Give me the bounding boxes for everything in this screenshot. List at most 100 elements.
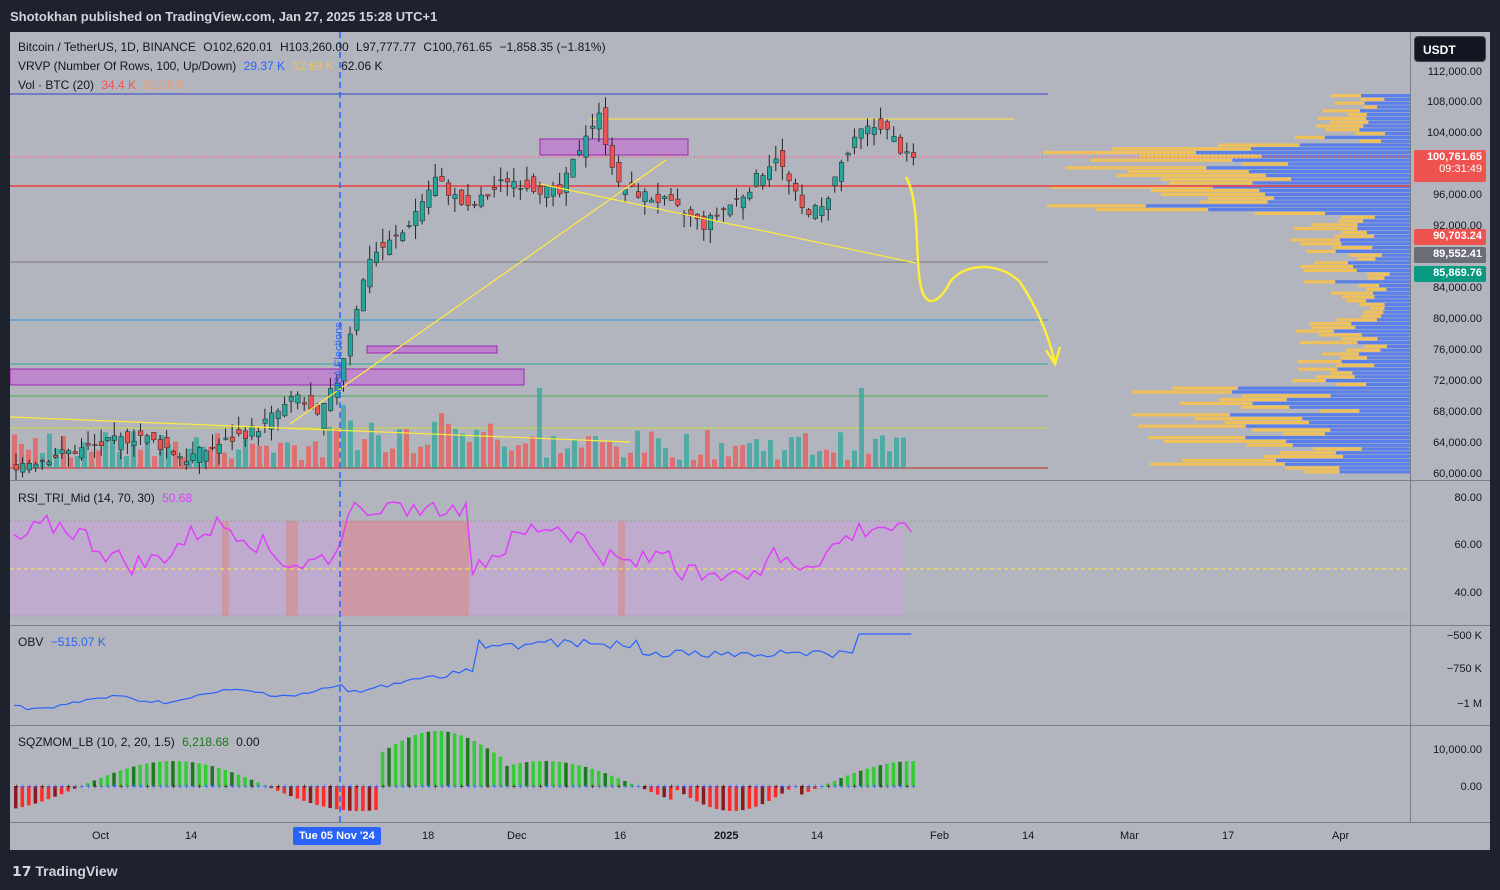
sqzmom-canvas[interactable]: + + + + + + + + + + + + + + + + + + + + + + + + + + + + + + + + + + + + + + + +…	[10, 726, 1410, 822]
currency-button[interactable]: USDT	[1414, 36, 1486, 62]
price-tick: 108,000.00	[1426, 96, 1482, 108]
sqz-bar	[20, 786, 25, 808]
candle-body	[727, 204, 733, 216]
vrvp-down-bar	[1138, 424, 1246, 428]
vrvp-up-bar	[1195, 151, 1410, 155]
vrvp-down-bar	[1341, 337, 1378, 341]
chart-area[interactable]: Bitcoin / TetherUS, 1D, BINANCE O102,620…	[10, 32, 1490, 850]
volume-bar	[880, 435, 885, 468]
sqz-dot: +	[381, 782, 386, 791]
vrvp-legend[interactable]: VRVP (Number Of Rows, 100, Up/Down) 29.3…	[18, 59, 386, 73]
vrvp-up-bar	[1364, 101, 1410, 105]
vrvp-down-bar	[1303, 268, 1357, 272]
sqz-dot: +	[86, 782, 91, 791]
vrvp-up-bar	[1361, 94, 1410, 98]
candle-body	[642, 191, 648, 202]
sqz-dot: +	[361, 782, 366, 791]
sqz-dot: +	[708, 782, 713, 791]
vrvp-down-bar	[1330, 120, 1369, 124]
rsi-legend[interactable]: RSI_TRI_Mid (14, 70, 30) 50.68	[18, 491, 196, 505]
time-label: 16	[614, 830, 627, 842]
sqz-dot: +	[289, 782, 294, 791]
vrvp-down-bar	[1218, 143, 1300, 147]
price-axis[interactable]: 112,000.00 108,000.00 104,000.00 96,000.…	[1410, 32, 1490, 822]
obv-pane[interactable]: OBV −515.07 K	[10, 626, 1410, 725]
pane-divider[interactable]	[10, 480, 1490, 481]
sqz-dot: +	[93, 782, 98, 791]
sqz-dot: +	[682, 782, 687, 791]
vrvp-down-bar	[1338, 219, 1364, 223]
sqz-dot: +	[545, 782, 550, 791]
sqz-bar	[904, 761, 909, 786]
volume-bar	[306, 446, 311, 468]
vrvp-down-bar	[1367, 272, 1390, 276]
pane-divider[interactable]	[10, 725, 1490, 726]
vrvp-up-bar	[1212, 185, 1410, 189]
sqz-bar	[328, 786, 332, 809]
obv-canvas[interactable]	[10, 626, 1410, 725]
vrvp-up-bar	[1267, 200, 1410, 204]
vrvp-down-bar	[1360, 97, 1385, 101]
rsi-pane[interactable]: RSI_TRI_Mid (14, 70, 30) 50.68	[10, 481, 1410, 625]
last-price-tag: 100,761.65 09:31:49	[1414, 150, 1486, 182]
vrvp-up-bar	[1324, 135, 1410, 139]
sqz-bar	[845, 775, 850, 786]
sqz-dot: +	[577, 782, 582, 791]
volume-bar	[635, 430, 640, 468]
candle-body	[780, 150, 786, 167]
sqz-bar	[472, 741, 476, 786]
sqz-dot: +	[145, 782, 150, 791]
candle-body	[524, 179, 530, 189]
vrvp-up-bar	[1245, 424, 1410, 428]
candle-body	[806, 209, 812, 216]
price-chart-canvas[interactable]	[10, 32, 1410, 480]
volume-bar	[628, 452, 633, 468]
volume-bar	[33, 438, 38, 468]
volume-bar	[103, 432, 108, 468]
tradingview-logo[interactable]: 𝟭𝟳 TradingView	[12, 863, 118, 880]
sqz-bar	[14, 786, 18, 809]
candle-body	[721, 208, 727, 211]
sqz-dot: +	[892, 782, 897, 791]
sqz-bar	[806, 786, 811, 792]
candle-body	[46, 461, 52, 465]
obv-legend[interactable]: OBV −515.07 K	[18, 635, 110, 649]
sqz-legend[interactable]: SQZMOM_LB (10, 2, 20, 1.5) 6,218.68 0.00	[18, 735, 264, 749]
symbol-name[interactable]: Bitcoin / TetherUS, 1D, BINANCE	[18, 40, 196, 54]
volume-bar	[82, 442, 87, 468]
vrvp-up-bar	[1259, 189, 1410, 193]
time-axis[interactable]: Oct 14 Tue 05 Nov '24 18 Dec 16 2025 14 …	[10, 822, 1490, 850]
rsi-canvas[interactable]	[10, 481, 1410, 625]
sqz-dot: +	[368, 782, 373, 791]
sqz-bar	[865, 768, 869, 786]
candle-body	[59, 449, 65, 454]
volume-bar	[369, 422, 374, 468]
vol-legend[interactable]: Vol · BTC (20) 34.4 K 31.38 K	[18, 78, 189, 92]
sqz-bar	[551, 761, 555, 786]
vrvp-up-bar	[1386, 287, 1410, 291]
vrvp-up-bar	[1265, 192, 1410, 196]
sqzmom-pane[interactable]: + + + + + + + + + + + + + + + + + + + + + + + + + + + + + + + + + + + + + + + +…	[10, 726, 1410, 822]
price-pane[interactable]: Bitcoin / TetherUS, 1D, BINANCE O102,620…	[10, 32, 1410, 480]
volume-bar	[586, 436, 591, 468]
vrvp-down-bar	[1150, 189, 1260, 193]
sqz-bar	[426, 731, 431, 786]
volume-bar	[579, 447, 584, 468]
vrvp-up-bar	[1360, 109, 1410, 113]
sqz-dot: +	[387, 782, 392, 791]
candle-body	[92, 444, 98, 446]
publisher-text: Shotokhan published on TradingView.com, …	[10, 9, 438, 24]
vrvp-down-bar	[1263, 455, 1344, 459]
volume-bar	[19, 443, 24, 468]
candle-body	[583, 135, 589, 158]
sqz-bar	[158, 761, 162, 786]
sqz-bar	[721, 786, 725, 811]
vrvp-up-bar	[1284, 462, 1410, 466]
vrvp-up-bar	[1330, 428, 1410, 432]
pane-divider[interactable]	[10, 625, 1490, 626]
sqz-bar	[321, 786, 326, 807]
vrvp-down-bar	[1089, 158, 1233, 162]
vrvp-down-bar	[1316, 124, 1364, 128]
sqz-bar	[99, 777, 103, 786]
sqz-bar	[767, 786, 771, 801]
